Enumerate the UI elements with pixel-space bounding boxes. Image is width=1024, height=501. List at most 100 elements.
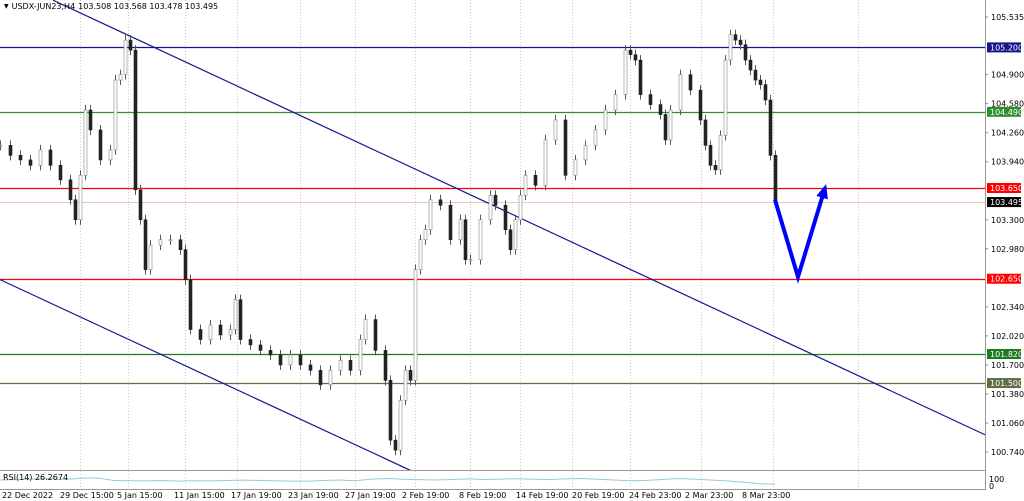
candle-body [73, 199, 78, 221]
candle-body [118, 74, 123, 81]
candle-body [298, 354, 303, 366]
candle-body [768, 99, 773, 156]
candle-body [83, 109, 88, 176]
candle-body [78, 175, 83, 221]
candle-body [623, 49, 628, 95]
candle-body [68, 179, 73, 201]
candle-body [318, 370, 323, 386]
arrow-path [773, 187, 827, 284]
rsi-label: RSI(14) 26.2674 [3, 473, 69, 482]
candle-body [8, 145, 13, 156]
candle-body [128, 39, 133, 51]
level-label-bg [987, 378, 1021, 389]
current-price-label-bg [987, 197, 1021, 208]
x-tick-label: 11 Jan 15:00 [174, 491, 225, 500]
candle-body [138, 189, 143, 221]
candle-body [348, 360, 353, 371]
candle-body [743, 44, 748, 61]
candle-body [373, 319, 378, 351]
candle-body [183, 249, 188, 280]
triangle-down-icon[interactable]: ▼ [4, 3, 9, 10]
horizontal-levels[interactable] [0, 46, 985, 385]
candle-body [468, 259, 473, 261]
candle-body [738, 39, 743, 45]
candle-body [703, 119, 708, 146]
candle-body [543, 139, 548, 186]
candle-body [733, 34, 738, 41]
candle-body [228, 329, 233, 336]
level-label-bg [987, 42, 1021, 53]
candle-body [563, 119, 568, 176]
price-axis[interactable]: 105.535 104.900 104.580 104.260 103.940 103.3… [985, 13, 1024, 457]
candle-body [688, 74, 693, 91]
x-tick-label: 8 Feb 19:00 [459, 491, 506, 500]
candle-body [723, 59, 728, 136]
candle-body [628, 49, 633, 55]
candle-body [763, 84, 768, 101]
candle-body [123, 39, 128, 75]
current-price-label: 103.495 [990, 198, 1023, 207]
candle-body [533, 175, 538, 186]
x-tick-label: 23 Jan 19:00 [288, 491, 339, 500]
x-tick-label: 29 Dec 15:00 [60, 491, 114, 500]
candle-body [658, 104, 663, 115]
candle-body [428, 199, 433, 231]
candles [0, 29, 778, 456]
candle-body [143, 219, 148, 270]
projection-arrow[interactable] [773, 184, 828, 284]
trendlines[interactable] [0, 0, 986, 471]
candle-body [158, 239, 163, 246]
candle-body [208, 324, 213, 340]
candle-body [493, 194, 498, 206]
candle-body [388, 380, 393, 441]
candle-body [198, 329, 203, 340]
candle-body [133, 49, 138, 191]
symbol-timeframe: USDX-JUN23,H4 [11, 2, 76, 11]
y-tick-label: 103.300 [991, 216, 1024, 225]
candle-body [88, 109, 93, 131]
candle-body [58, 165, 63, 181]
candle-body [518, 194, 523, 221]
x-tick-label: 17 Jan 19:00 [231, 491, 282, 500]
y-tick-label: 101.060 [991, 419, 1024, 428]
y-tick-label: 101.380 [991, 390, 1024, 399]
y-tick-label: 104.580 [991, 100, 1024, 109]
y-tick-label: 102.340 [991, 303, 1024, 312]
candle-body [403, 370, 408, 401]
y-tick-label: 105.535 [991, 13, 1024, 22]
x-tick-label: 2 Feb 19:00 [402, 491, 449, 500]
candle-body [383, 350, 388, 381]
candle-body [18, 155, 23, 161]
candle-body [718, 135, 723, 171]
grid-lines [80, 0, 859, 490]
candle-body [408, 370, 413, 381]
candle-body [98, 129, 103, 161]
candle-body [338, 360, 343, 371]
candle-body [748, 59, 753, 71]
candle-body [113, 79, 118, 151]
candle-body [663, 114, 668, 141]
y-tick-label: 101.700 [991, 361, 1024, 370]
candle-body [218, 324, 223, 336]
candle-body [188, 279, 193, 330]
candle-body [728, 34, 733, 61]
candle-body [308, 364, 313, 371]
candle-body [108, 149, 113, 161]
candle-body [418, 239, 423, 270]
candle-body [508, 229, 513, 250]
candle-body [573, 159, 578, 176]
candle-body [513, 219, 518, 250]
level-label: 103.650 [990, 184, 1023, 193]
candle-body [28, 159, 33, 166]
candle-body [488, 194, 493, 221]
candle-body [463, 219, 468, 260]
level-label: 104.490 [990, 108, 1023, 117]
level-label-bg [987, 183, 1021, 194]
candle-body [638, 59, 643, 95]
candle-body [328, 370, 333, 386]
candle-body [593, 129, 598, 146]
candle-body [678, 74, 683, 111]
candle-body [413, 269, 418, 381]
time-axis[interactable]: 22 Dec 2022 29 Dec 15:00 5 Jan 15:00 11 Jan… [2, 491, 790, 500]
